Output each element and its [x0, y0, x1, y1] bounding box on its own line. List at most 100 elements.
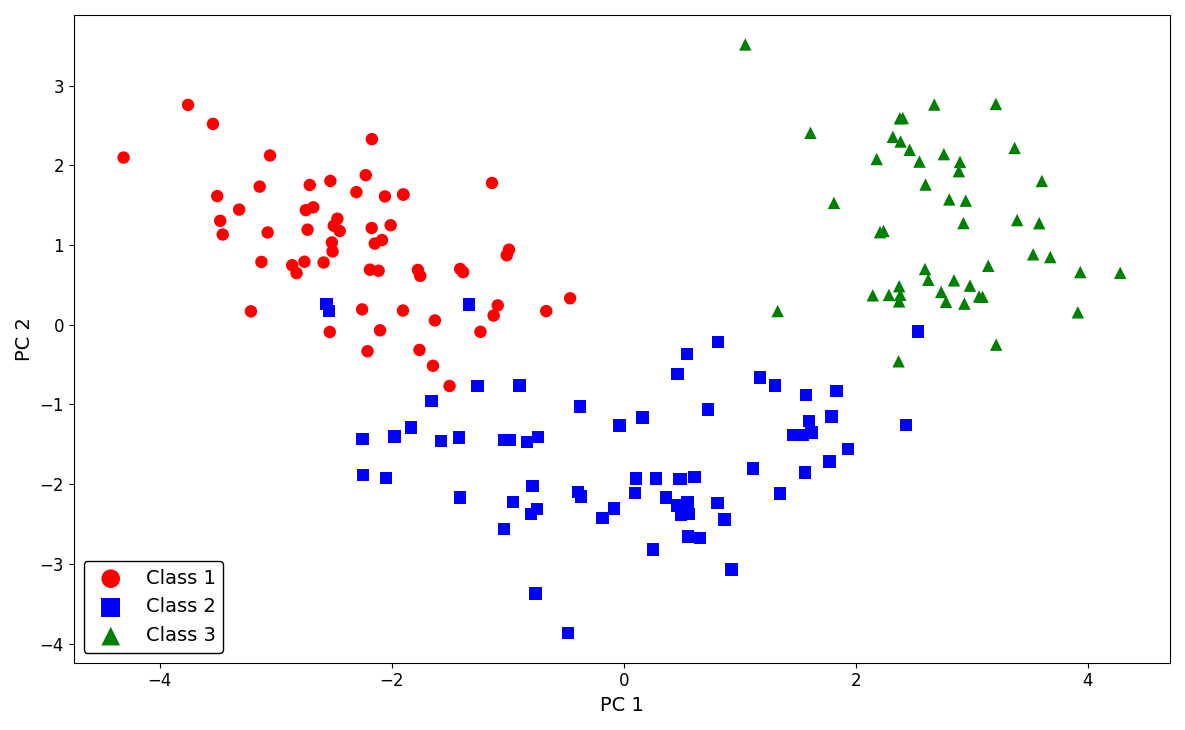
Class 2: [633, 412, 652, 423]
Class 2: [668, 368, 687, 380]
Class 1: [321, 175, 340, 187]
Class 2: [839, 443, 858, 455]
Class 3: [825, 197, 844, 209]
Class 2: [795, 466, 814, 478]
Class 1: [325, 220, 344, 231]
Class 2: [827, 385, 846, 396]
Y-axis label: PC 2: PC 2: [15, 317, 34, 361]
Class 2: [353, 433, 372, 445]
Class 2: [909, 326, 928, 337]
Class 3: [955, 298, 974, 310]
Legend: Class 1, Class 2, Class 3: Class 1, Class 2, Class 3: [83, 561, 224, 653]
Class 3: [893, 112, 912, 124]
Class 1: [114, 152, 133, 164]
Class 3: [736, 39, 755, 50]
Class 1: [395, 189, 414, 201]
Class 1: [296, 204, 315, 216]
Class 3: [934, 148, 953, 160]
Class 2: [707, 497, 726, 509]
Class 1: [372, 234, 391, 246]
Class 2: [685, 471, 704, 483]
Class 2: [796, 389, 815, 401]
Class 2: [679, 531, 698, 542]
Class 2: [523, 480, 542, 492]
Class 2: [783, 429, 802, 441]
Class 2: [667, 500, 686, 512]
Class 2: [431, 435, 450, 447]
Class 2: [770, 488, 789, 499]
Class 2: [627, 472, 646, 484]
Class 1: [261, 150, 280, 161]
X-axis label: PC 1: PC 1: [600, 696, 643, 715]
Class 1: [370, 265, 389, 277]
Class 1: [470, 326, 489, 338]
Class 2: [422, 395, 441, 407]
Class 1: [347, 186, 366, 198]
Class 2: [793, 429, 812, 441]
Class 2: [802, 427, 821, 439]
Class 2: [558, 628, 577, 639]
Class 2: [604, 503, 623, 515]
Class 2: [501, 434, 520, 446]
Class 3: [891, 136, 910, 147]
Class 3: [1030, 218, 1049, 229]
Class 1: [450, 264, 469, 275]
Class 2: [460, 299, 479, 310]
Class 2: [751, 372, 770, 383]
Class 2: [722, 564, 741, 575]
Class 1: [230, 204, 249, 215]
Class 2: [402, 421, 421, 433]
Class 1: [393, 304, 412, 316]
Class 3: [986, 98, 1005, 110]
Class 1: [283, 259, 302, 271]
Class 2: [744, 463, 763, 474]
Class 2: [527, 503, 546, 515]
Class 1: [365, 238, 384, 250]
Class 2: [822, 410, 841, 422]
Class 1: [314, 257, 333, 269]
Class 2: [526, 588, 545, 599]
Class 3: [954, 218, 973, 229]
Class 3: [969, 291, 988, 302]
Class 1: [179, 99, 198, 111]
Class 1: [393, 188, 412, 200]
Class 3: [1007, 214, 1026, 226]
Class 3: [961, 280, 980, 291]
Class 1: [303, 201, 322, 213]
Class 2: [800, 415, 819, 427]
Class 1: [331, 225, 350, 237]
Class 3: [1040, 251, 1059, 263]
Class 1: [322, 237, 341, 248]
Class 2: [318, 298, 337, 310]
Class 1: [409, 264, 428, 276]
Class 2: [766, 380, 784, 391]
Class 1: [537, 305, 556, 317]
Class 3: [931, 286, 950, 298]
Class 2: [510, 380, 529, 391]
Class 2: [679, 508, 698, 520]
Class 1: [320, 326, 339, 338]
Class 1: [358, 345, 377, 357]
Class 1: [498, 250, 517, 261]
Class 2: [518, 437, 537, 448]
Class 3: [875, 225, 893, 237]
Class 2: [494, 434, 513, 446]
Class 2: [319, 305, 338, 317]
Class 3: [890, 296, 909, 307]
Class 2: [610, 420, 629, 431]
Class 2: [610, 420, 629, 431]
Class 2: [450, 491, 469, 503]
Class 2: [521, 508, 540, 520]
Class 1: [499, 244, 518, 256]
Class 3: [1024, 248, 1043, 260]
Class 3: [979, 260, 998, 272]
Class 3: [910, 155, 929, 167]
Class 2: [504, 496, 523, 508]
Class 1: [287, 267, 306, 279]
Class 1: [371, 324, 390, 336]
Class 1: [485, 310, 504, 321]
Class 2: [592, 512, 611, 524]
Class 2: [672, 509, 691, 520]
Class 2: [715, 514, 734, 526]
Class 3: [890, 112, 909, 124]
